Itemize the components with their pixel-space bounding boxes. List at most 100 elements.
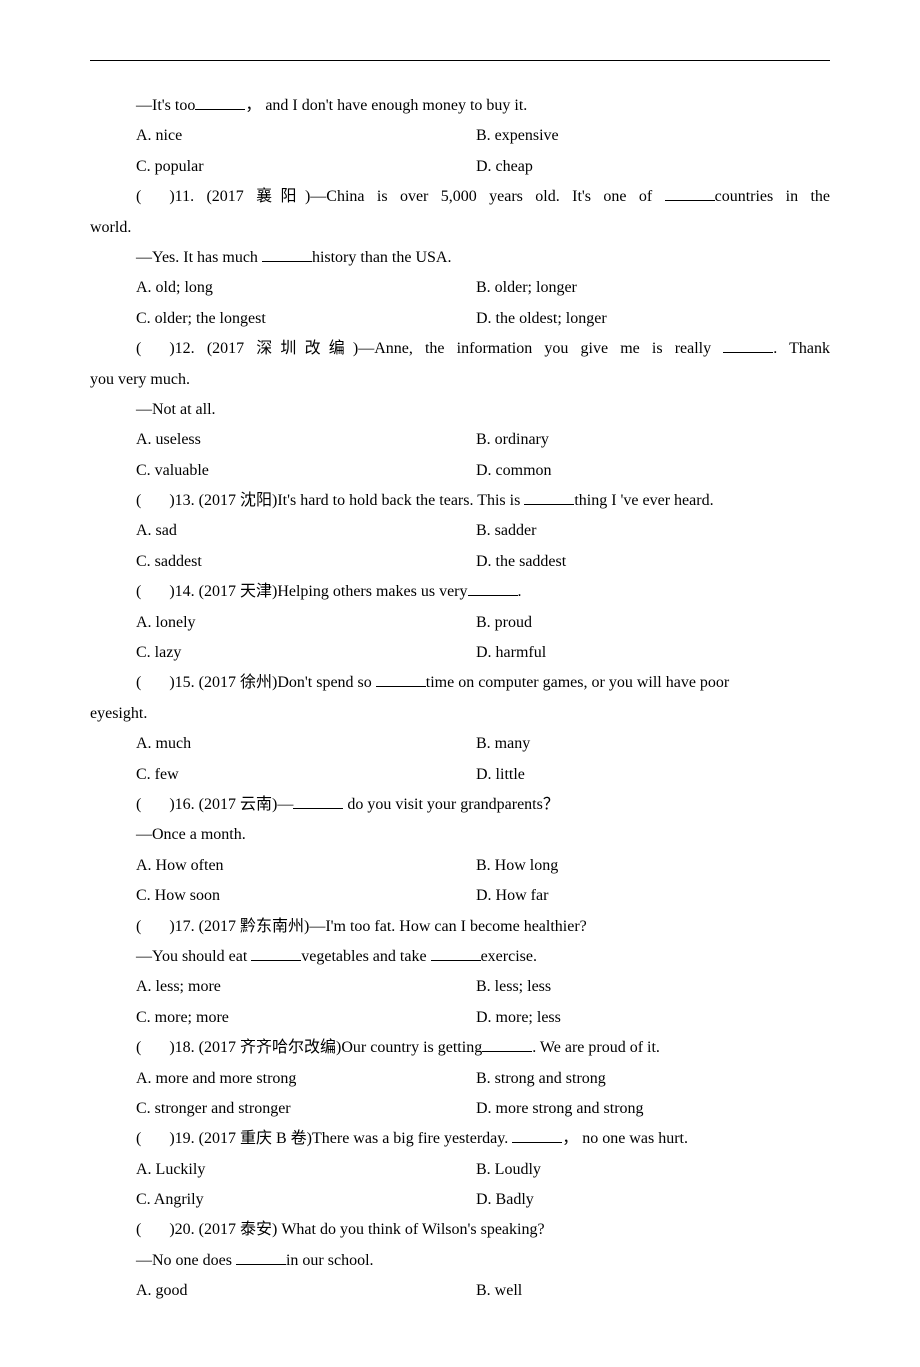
q11-choice-c: C. older; the longest — [136, 304, 476, 334]
q12-choice-c: C. valuable — [136, 456, 476, 486]
page-container: —It's too ， and I don't have enough money… — [0, 0, 920, 1367]
q12-t1pre: —Anne, the information you give me is re… — [358, 340, 723, 357]
q15-line1: ()15. (2017 徐州)Don't spend so time on co… — [90, 668, 830, 698]
q13-tpost: thing I 've ever heard. — [574, 492, 713, 509]
q11-num: 11 — [175, 188, 190, 205]
q15-paren: () — [136, 674, 175, 691]
q11-paren: () — [136, 188, 175, 205]
q14-choice-d: D. harmful — [476, 638, 830, 668]
q11-t1pre: —China is over 5,000 years old. It's one… — [310, 188, 664, 205]
q14-exam: (2017 天津) — [199, 583, 278, 600]
q19-choice-d: D. Badly — [476, 1185, 830, 1215]
q14-choice-b: B. proud — [476, 608, 830, 638]
blank — [195, 95, 245, 110]
q15-choices-row1: A. much B. many — [90, 729, 830, 759]
q17-choices-row2: C. more; more D. more; less — [90, 1003, 830, 1033]
q19-num: 19 — [175, 1130, 191, 1147]
blank — [723, 338, 773, 353]
q19-choice-a: A. Luckily — [136, 1155, 476, 1185]
q16-exam: (2017 云南) — [199, 796, 278, 813]
q12-paren: () — [136, 340, 175, 357]
blank — [512, 1128, 562, 1143]
q18-choice-c: C. stronger and stronger — [136, 1094, 476, 1124]
q17-num: 17 — [175, 918, 191, 935]
q13-choices-row1: A. sad B. sadder — [90, 516, 830, 546]
q15-exam: (2017 徐州) — [199, 674, 278, 691]
q12-choice-d: D. common — [476, 456, 830, 486]
q18-line1: ()18. (2017 齐齐哈尔改编)Our country is gettin… — [90, 1033, 830, 1063]
blank — [293, 794, 343, 809]
q15-num: 15 — [175, 674, 191, 691]
q18-choice-a: A. more and more strong — [136, 1064, 476, 1094]
q12-t1post: . Thank — [773, 340, 830, 357]
q16-choice-a: A. How often — [136, 851, 476, 881]
q17-l2mid: vegetables and take — [301, 948, 430, 965]
q19-paren: () — [136, 1130, 175, 1147]
intro-choice-d: D. cheap — [476, 152, 830, 182]
q15-choice-d: D. little — [476, 760, 830, 790]
q16-line1: ()16. (2017 云南)— do you visit your grand… — [90, 790, 830, 820]
q13-choices-row2: C. saddest D. the saddest — [90, 547, 830, 577]
q12-choice-b: B. ordinary — [476, 425, 830, 455]
q17-choices-row1: A. less; more B. less; less — [90, 972, 830, 1002]
q19-choices-row2: C. Angrily D. Badly — [90, 1185, 830, 1215]
q18-tpost: . We are proud of it. — [532, 1039, 660, 1056]
q19-choice-b: B. Loudly — [476, 1155, 830, 1185]
q13-choice-a: A. sad — [136, 516, 476, 546]
q11-choice-b: B. older; longer — [476, 273, 830, 303]
q12-exam: (2017 深圳改编) — [207, 340, 358, 357]
q11-exam: (2017 襄阳) — [206, 188, 310, 205]
q19-choice-c: C. Angrily — [136, 1185, 476, 1215]
q12-choices-row1: A. useless B. ordinary — [90, 425, 830, 455]
intro-line1-prefix: —It's too — [136, 97, 195, 114]
q20-choices-row1: A. good B. well — [90, 1276, 830, 1306]
q11-l2post: history than the USA. — [312, 249, 452, 266]
q16-choices-row1: A. How often B. How long — [90, 851, 830, 881]
q14-choices-row1: A. lonely B. proud — [90, 608, 830, 638]
q12-line1: ()12. (2017 深圳改编)—Anne, the information … — [90, 334, 830, 364]
q19-choices-row1: A. Luckily B. Loudly — [90, 1155, 830, 1185]
q11-line1: ()11. (2017 襄阳)—China is over 5,000 year… — [90, 182, 830, 212]
top-rule — [90, 60, 830, 61]
q16-line2: —Once a month. — [90, 820, 830, 850]
intro-line1: —It's too ， and I don't have enough money… — [90, 91, 830, 121]
q18-choices-row2: C. stronger and stronger D. more strong … — [90, 1094, 830, 1124]
q15-tpost: time on computer games, or you will have… — [426, 674, 729, 691]
q16-choices-row2: C. How soon D. How far — [90, 881, 830, 911]
blank — [262, 247, 312, 262]
q16-paren: () — [136, 796, 175, 813]
q11-l2pre: —Yes. It has much — [136, 249, 262, 266]
q13-choice-b: B. sadder — [476, 516, 830, 546]
q14-choices-row2: C. lazy D. harmful — [90, 638, 830, 668]
blank — [376, 672, 426, 687]
q16-choice-d: D. How far — [476, 881, 830, 911]
q14-choice-c: C. lazy — [136, 638, 476, 668]
q18-choices-row1: A. more and more strong B. strong and st… — [90, 1064, 830, 1094]
q16-choice-c: C. How soon — [136, 881, 476, 911]
blank — [665, 186, 715, 201]
q17-line1: ()17. (2017 黔东南州)—I'm too fat. How can I… — [90, 912, 830, 942]
blank — [482, 1037, 532, 1052]
q15-choices-row2: C. few D. little — [90, 760, 830, 790]
q12-num: 12 — [175, 340, 191, 357]
q15-choice-c: C. few — [136, 760, 476, 790]
q15-line1b: eyesight. — [90, 699, 830, 729]
q16-num: 16 — [175, 796, 191, 813]
intro-choice-a: A. nice — [136, 121, 476, 151]
q14-num: 14 — [175, 583, 191, 600]
intro-choices-row1: A. nice B. expensive — [90, 121, 830, 151]
q17-t1: —I'm too fat. How can I become healthier… — [309, 918, 586, 935]
q20-t1: What do you think of Wilson's speaking? — [277, 1221, 544, 1238]
intro-line1-suffix: ， and I don't have enough money to buy i… — [245, 97, 527, 114]
q11-choice-d: D. the oldest; longer — [476, 304, 830, 334]
q19-exam: (2017 重庆 B 卷) — [199, 1130, 312, 1147]
q11-choices-row2: C. older; the longest D. the oldest; lon… — [90, 304, 830, 334]
q13-line1: ()13. (2017 沈阳)It's hard to hold back th… — [90, 486, 830, 516]
q18-choice-b: B. strong and strong — [476, 1064, 830, 1094]
intro-choice-c: C. popular — [136, 152, 476, 182]
q20-line1: ()20. (2017 泰安) What do you think of Wil… — [90, 1215, 830, 1245]
q17-l2pre: —You should eat — [136, 948, 251, 965]
q13-choice-c: C. saddest — [136, 547, 476, 577]
q20-choice-b: B. well — [476, 1276, 830, 1306]
q18-tpre: Our country is getting — [341, 1039, 482, 1056]
